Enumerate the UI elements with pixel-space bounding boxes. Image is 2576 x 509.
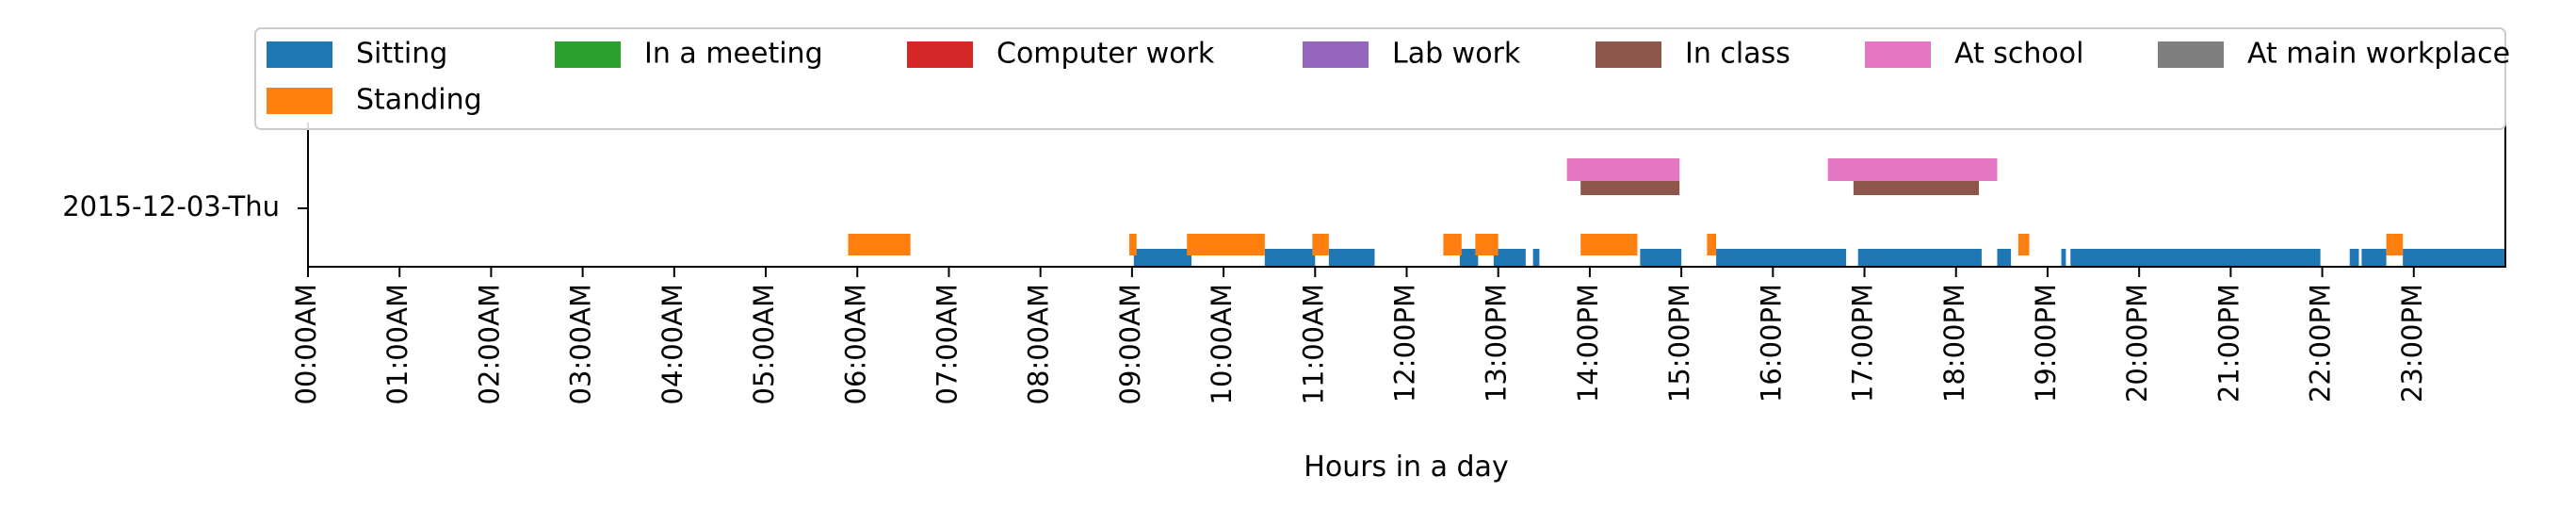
bar-sitting [1716, 249, 1847, 267]
x-tick-label: 20:00PM [2121, 284, 2153, 402]
bar-standing [1475, 234, 1499, 255]
legend-swatch [267, 88, 332, 114]
bar-sitting [1532, 249, 1540, 267]
legend-swatch [555, 41, 621, 68]
x-axis-label: Hours in a day [1304, 451, 1508, 484]
bar-in-class [1580, 181, 1680, 195]
x-tick-label: 16:00PM [1755, 284, 1787, 402]
bar-sitting [2403, 249, 2505, 267]
legend-swatch [2158, 41, 2224, 68]
x-tick-label: 02:00AM [473, 284, 505, 404]
bar-sitting [1640, 249, 1682, 267]
x-tick-label: 07:00AM [931, 284, 963, 404]
x-tick-label: 15:00PM [1663, 284, 1695, 402]
bar-sitting [2361, 249, 2387, 267]
bar-sitting [2061, 249, 2066, 267]
bar-sitting [1857, 249, 1982, 267]
legend-label: Computer work [996, 38, 1215, 71]
legend-label: Standing [356, 84, 482, 117]
x-tick-label: 11:00AM [1297, 284, 1329, 404]
y-tick-label: 2015-12-03-Thu [62, 190, 280, 222]
legend-label: At main workplace [2247, 38, 2510, 71]
bar-sitting [1264, 249, 1316, 267]
x-tick-label: 09:00AM [1114, 284, 1146, 404]
x-tick-label: 04:00AM [656, 284, 689, 404]
bar-standing [1443, 234, 1462, 255]
legend-label: Lab work [1392, 38, 1521, 71]
legend-swatch [1865, 41, 1931, 68]
legend-swatch [907, 41, 973, 68]
bar-standing [2017, 234, 2030, 255]
x-tick-label: 13:00PM [1481, 284, 1513, 402]
bar-in-class [1853, 181, 1980, 195]
legend: Sitting In a meeting Computer work Lab work… [254, 27, 2510, 130]
x-tick-label: 21:00PM [2212, 284, 2244, 402]
x-ticks: 00:00AM 01:00AM 02:00AM 03:00AM 04:00AM 05:00… [290, 267, 2428, 404]
x-tick-label: 00:00AM [290, 284, 322, 404]
bar-standing [2386, 234, 2404, 255]
x-tick-label: 18:00PM [1938, 284, 1970, 402]
bar-sitting [1493, 249, 1526, 267]
bar-standing [1580, 234, 1638, 255]
legend-swatch [1596, 41, 1661, 68]
x-tick-label: 22:00PM [2305, 284, 2337, 402]
legend-label: In class [1685, 38, 1790, 71]
legend-items: Sitting In a meeting Computer work Lab work… [267, 38, 2510, 117]
bar-sitting [2070, 249, 2321, 267]
legend-label: Sitting [356, 38, 447, 71]
bar-standing [1128, 234, 1137, 255]
bar-sitting [1133, 249, 1192, 267]
bar-sitting [2349, 249, 2359, 267]
legend-label: At school [1954, 38, 2083, 71]
x-tick-label: 14:00PM [1572, 284, 1604, 402]
legend-label: In a meeting [644, 38, 823, 71]
bar-standing [1312, 234, 1329, 255]
bar-at-school [1827, 158, 1998, 181]
x-tick-label: 23:00PM [2396, 284, 2428, 402]
legend-swatch [1303, 41, 1369, 68]
x-tick-label: 01:00AM [381, 284, 413, 404]
x-tick-label: 05:00AM [748, 284, 780, 404]
x-tick-label: 03:00AM [565, 284, 597, 404]
bar-sitting [1328, 249, 1375, 267]
activity-bars [848, 158, 2505, 267]
x-tick-label: 06:00AM [839, 284, 871, 404]
bar-sitting [1997, 249, 2012, 267]
bar-standing [1187, 234, 1265, 255]
plot-area: 2015-12-03-Thu 00:00AM 01:00AM 02:00AM 03:0… [62, 123, 2506, 484]
bar-sitting [1459, 249, 1479, 267]
bar-standing [1707, 234, 1717, 255]
x-tick-label: 12:00PM [1389, 284, 1421, 402]
x-tick-label: 17:00PM [1847, 284, 1879, 402]
legend-frame [254, 27, 2506, 130]
legend-swatch [267, 41, 332, 68]
x-tick-label: 19:00PM [2030, 284, 2062, 402]
x-tick-label: 10:00AM [1206, 284, 1238, 404]
bar-at-school [1566, 158, 1680, 181]
x-tick-label: 08:00AM [1023, 284, 1055, 404]
bar-standing [848, 234, 911, 255]
